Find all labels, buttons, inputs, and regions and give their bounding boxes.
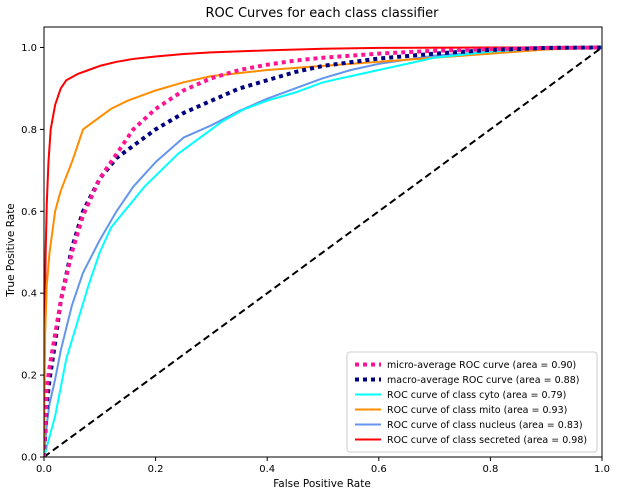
y-tick-label: 1.0 xyxy=(21,43,37,54)
x-tick-label: 0.4 xyxy=(259,464,275,475)
series-group xyxy=(44,45,602,457)
plot-frame xyxy=(43,26,603,458)
series-line-4 xyxy=(44,46,602,457)
legend-entry-label: macro-average ROC curve (area = 0.88) xyxy=(387,375,579,386)
series-line-2 xyxy=(44,45,602,457)
legend-entry-label: ROC curve of class mito (area = 0.93) xyxy=(387,405,567,416)
y-tick-label: 0.4 xyxy=(21,289,37,300)
legend: micro-average ROC curve (area = 0.90) mac… xyxy=(346,351,598,453)
x-tick-label: 0.0 xyxy=(36,464,52,475)
chance-diagonal-line xyxy=(44,46,602,457)
legend-entry-label: micro-average ROC curve (area = 0.90) xyxy=(387,360,576,371)
y-tick-label: 0.8 xyxy=(21,125,37,136)
y-tick-label: 0.2 xyxy=(21,371,37,382)
legend-entry-label: ROC curve of class nucleus (area = 0.83) xyxy=(387,420,583,431)
series-line-6 xyxy=(44,46,602,457)
y-axis-label: True Positive Rate xyxy=(5,203,17,298)
x-tick-label: 1.0 xyxy=(594,464,610,475)
x-tick-label: 0.6 xyxy=(371,464,387,475)
y-tick-label: 0.6 xyxy=(21,207,37,218)
plot-area xyxy=(44,45,602,457)
series-line-1 xyxy=(44,45,602,457)
x-axis-label: False Positive Rate xyxy=(273,478,371,490)
legend-box xyxy=(346,351,598,453)
axes: 0.0 0.2 0.4 0.6 0.8 1.0 0.0 0.2 0.4 0.6 0.8 1.0 xyxy=(21,26,610,475)
x-tick-label: 0.8 xyxy=(482,464,498,475)
series-line-3 xyxy=(44,46,602,457)
legend-entry-label: ROC curve of class cyto (area = 0.79) xyxy=(387,390,566,401)
x-tick-label: 0.2 xyxy=(148,464,164,475)
y-tick-label: 0.0 xyxy=(21,453,37,464)
chart-title: ROC Curves for each class classifier xyxy=(205,6,439,21)
legend-entry-label: ROC curve of class secreted (area = 0.98… xyxy=(387,435,587,446)
